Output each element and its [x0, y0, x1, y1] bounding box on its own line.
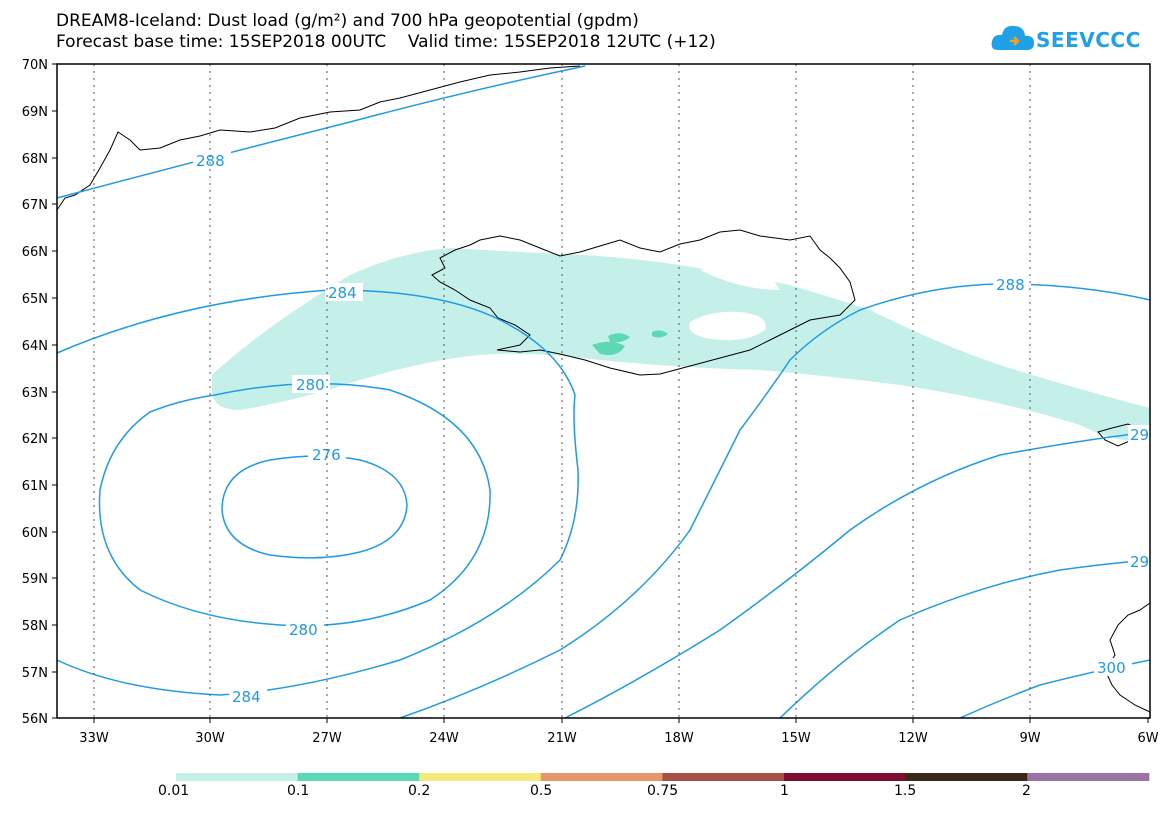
lon-label: 27W [312, 731, 342, 746]
lat-label: 58N [22, 619, 48, 634]
colorbar-label: 2 [1022, 783, 1031, 799]
colorbar-segment [905, 773, 1028, 781]
lat-label: 61N [22, 479, 48, 494]
contour-label: 284 [232, 688, 261, 706]
contour-label: 280 [296, 376, 325, 394]
colorbar-label: 0.2 [408, 783, 431, 799]
greenland-coastline [56, 65, 581, 211]
contour-label: 280 [289, 621, 318, 639]
lon-label: 9W [1019, 731, 1040, 746]
colorbar-segment [419, 773, 542, 781]
contour-label: 276 [312, 446, 341, 464]
lat-label: 63N [22, 386, 48, 401]
lon-label: 30W [195, 731, 225, 746]
contour-label: 300 [1097, 659, 1126, 677]
scotland-coastline [1104, 602, 1151, 713]
contour-280 [98, 382, 491, 627]
lat-label: 64N [22, 339, 48, 354]
lon-label: 12W [898, 731, 928, 746]
dust-gap-2 [689, 311, 766, 341]
contour-292-b [779, 559, 1151, 719]
lat-label: 68N [22, 152, 48, 167]
contour-288-north [56, 65, 586, 199]
lat-label: 69N [22, 105, 48, 120]
colorbar-segment [297, 773, 420, 781]
contour-label: 29 [1130, 553, 1149, 571]
colorbar-segment [540, 773, 663, 781]
contour-label: 284 [328, 284, 357, 302]
contour-label: 29 [1130, 426, 1149, 444]
colorbar-label: 0.01 [158, 783, 190, 799]
contour-292-a [564, 431, 1151, 719]
colorbar-segment [784, 773, 907, 781]
contour-label: 288 [996, 276, 1025, 294]
colorbar [176, 773, 1150, 781]
lat-label: 67N [22, 198, 48, 213]
dust-area-light [212, 248, 1150, 441]
colorbar-segment [1027, 773, 1150, 781]
iceland-coastline [431, 229, 856, 376]
lat-label: 70N [22, 58, 48, 73]
lon-label: 18W [664, 731, 694, 746]
lat-label: 57N [22, 666, 48, 681]
dust-patch-medium [592, 341, 625, 355]
contour-label: 288 [196, 152, 225, 170]
map-title-line-2: Forecast base time: 15SEP2018 00UTC Vali… [56, 32, 716, 52]
lon-label: 15W [781, 731, 811, 746]
lon-label: 33W [79, 731, 109, 746]
lat-label: 59N [22, 572, 48, 587]
map-frame [56, 63, 1151, 719]
lat-label: 66N [22, 245, 48, 260]
map-title-line-1: DREAM8-Iceland: Dust load (g/m²) and 700… [56, 11, 639, 31]
lon-label: 6W [1137, 731, 1158, 746]
seevccc-logo: SEEVCCC [990, 20, 1140, 60]
colorbar-label: 1 [780, 783, 789, 799]
colorbar-segment [176, 773, 299, 781]
lat-label: 65N [22, 292, 48, 307]
colorbar-label: 0.1 [287, 783, 310, 799]
dust-patch-medium [652, 330, 668, 338]
contour-276 [221, 455, 408, 559]
colorbar-segment [662, 773, 785, 781]
logo-text: SEEVCCC [1036, 28, 1141, 52]
dust-patch-medium [608, 333, 630, 343]
cloud-icon [991, 25, 1034, 50]
lon-label: 21W [547, 731, 577, 746]
lat-label: 62N [22, 432, 48, 447]
colorbar-label: 1.5 [894, 783, 917, 799]
lon-label: 24W [429, 731, 459, 746]
lat-label: 60N [22, 526, 48, 541]
lat-label: 56N [22, 712, 48, 727]
colorbar-label: 0.5 [530, 783, 553, 799]
dust-gap-1 [700, 268, 780, 290]
colorbar-label: 0.75 [647, 783, 679, 799]
